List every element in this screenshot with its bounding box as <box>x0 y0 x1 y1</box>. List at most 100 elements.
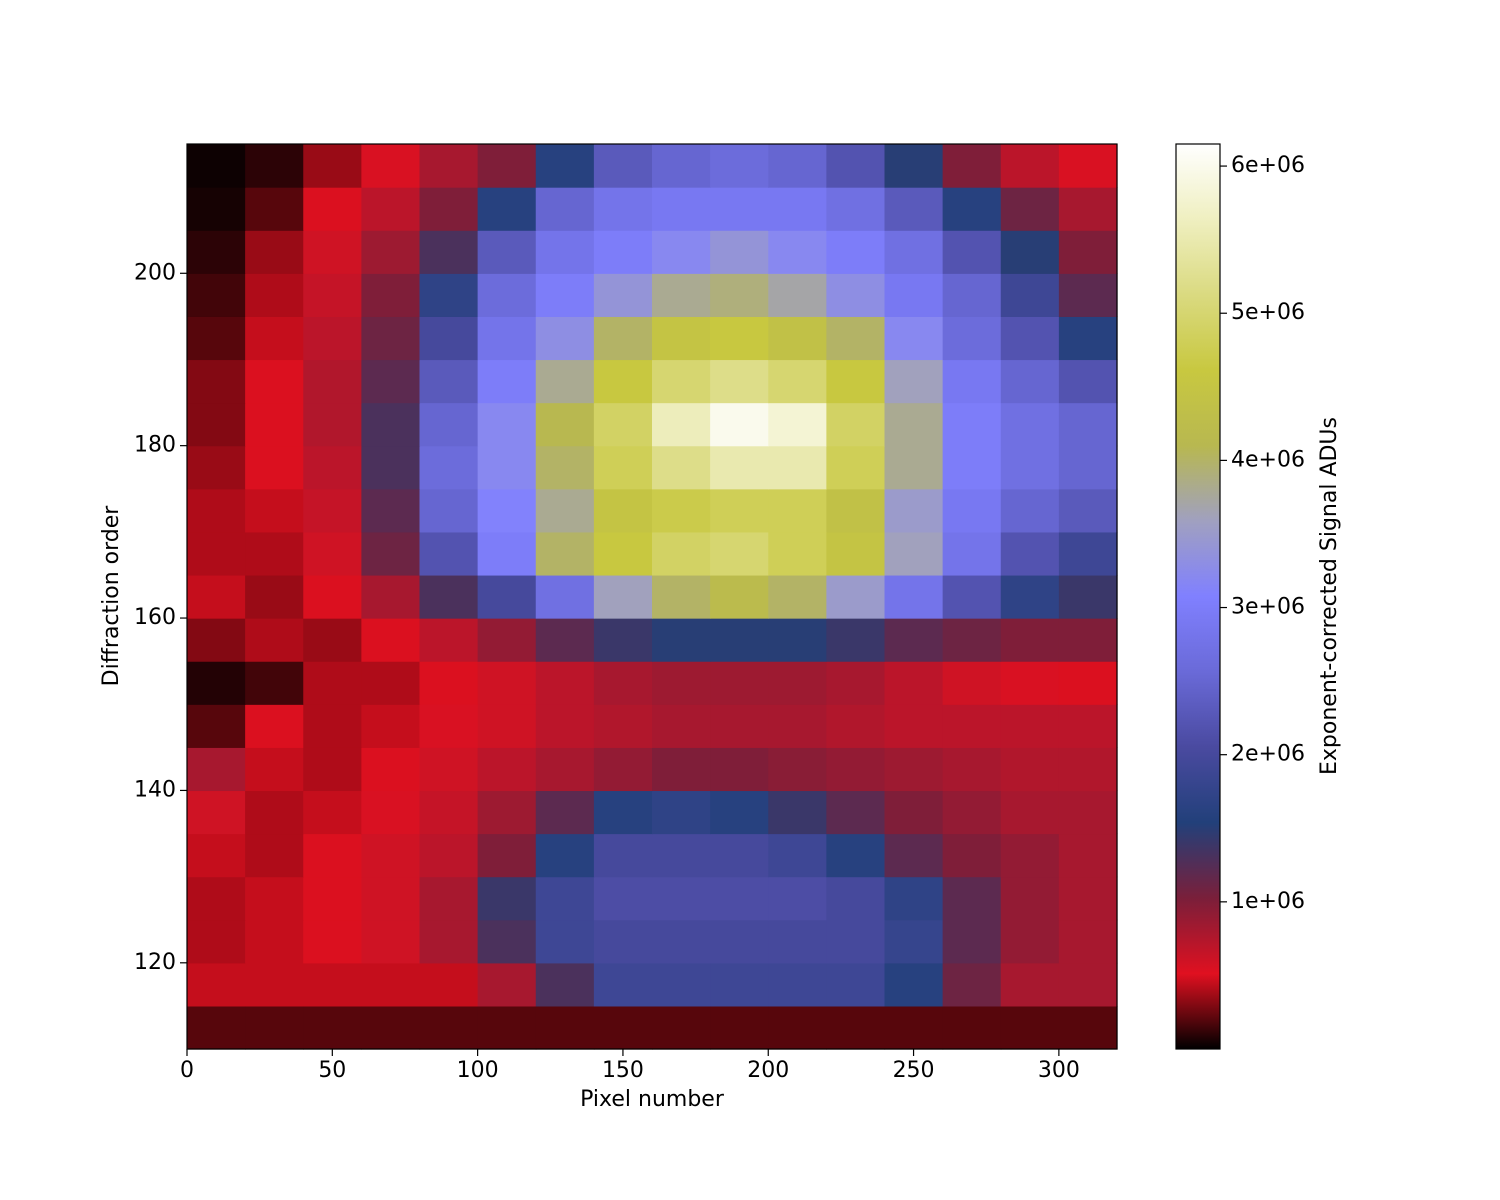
heatmap-cell <box>884 962 944 1007</box>
heatmap-cell <box>652 273 711 317</box>
heatmap-cell <box>884 402 944 447</box>
heatmap-cell <box>884 919 944 964</box>
heatmap-cell <box>710 962 769 1007</box>
heatmap-cell <box>1058 445 1118 490</box>
heatmap-cell <box>1000 876 1060 921</box>
heatmap-cell <box>652 747 711 792</box>
heatmap-cell <box>245 747 304 792</box>
heatmap-cell <box>768 531 827 576</box>
y-tick-label: 140 <box>134 777 176 802</box>
heatmap-cell <box>593 790 653 835</box>
heatmap-cell <box>710 402 769 447</box>
heatmap-cell <box>1000 574 1060 619</box>
heatmap-cell <box>942 1005 1002 1050</box>
heatmap-cell <box>593 618 653 662</box>
heatmap-cell <box>245 359 304 404</box>
heatmap-cell <box>535 1005 595 1050</box>
heatmap-cell <box>768 144 827 188</box>
heatmap-cell <box>245 187 304 231</box>
heatmap-cell <box>826 704 886 748</box>
heatmap-cell <box>187 488 246 533</box>
heatmap-cell <box>768 445 827 490</box>
x-tick-label: 150 <box>602 1058 644 1083</box>
heatmap-cell <box>303 402 362 447</box>
heatmap-cell <box>826 531 886 576</box>
heatmap-cell <box>419 747 479 792</box>
heatmap-cell <box>419 359 479 404</box>
heatmap-cell <box>419 531 479 576</box>
heatmap-cell <box>1000 704 1060 748</box>
heatmap-cell <box>593 1005 653 1050</box>
heatmap-cell <box>361 273 421 317</box>
plot-frame <box>186 143 1118 1050</box>
colorbar-tick-label: 1e+06 <box>1231 889 1305 914</box>
heatmap-cell <box>1058 488 1118 533</box>
heatmap-cell <box>768 790 827 835</box>
heatmap-cell <box>593 488 653 533</box>
heatmap-cell <box>826 402 886 447</box>
heatmap-cell <box>826 962 886 1007</box>
heatmap-cell <box>361 1005 421 1050</box>
heatmap-cell <box>652 531 711 576</box>
heatmap-cell <box>187 747 246 792</box>
heatmap-cell <box>361 316 421 361</box>
heatmap-cell <box>768 230 827 274</box>
heatmap-cell <box>942 531 1002 576</box>
heatmap-cell <box>1058 316 1118 361</box>
heatmap-cell <box>1058 531 1118 576</box>
y-tick-label: 120 <box>134 950 176 975</box>
colorbar-tick-label: 3e+06 <box>1231 595 1305 620</box>
heatmap-cell <box>652 618 711 662</box>
heatmap-cell <box>942 230 1002 274</box>
heatmap-cell <box>477 273 537 317</box>
heatmap-cell <box>593 531 653 576</box>
heatmap-cell <box>652 488 711 533</box>
heatmap-cell <box>419 790 479 835</box>
heatmap-cell <box>826 488 886 533</box>
heatmap-cell <box>710 747 769 792</box>
heatmap-cell <box>303 833 362 878</box>
x-tick-label: 300 <box>1038 1058 1080 1083</box>
heatmap-cell <box>884 747 944 792</box>
heatmap-cell <box>826 445 886 490</box>
heatmap-cell <box>419 1005 479 1050</box>
heatmap-cell <box>1058 919 1118 964</box>
heatmap-cell <box>245 402 304 447</box>
heatmap-cell <box>303 316 362 361</box>
heatmap-cell <box>245 273 304 317</box>
heatmap-cell <box>1000 316 1060 361</box>
heatmap-cell <box>245 833 304 878</box>
heatmap-cell <box>826 230 886 274</box>
heatmap-cell <box>884 359 944 404</box>
heatmap-cell <box>419 661 479 705</box>
heatmap-cell <box>826 273 886 317</box>
heatmap-cell <box>1000 230 1060 274</box>
heatmap-cell <box>1058 230 1118 274</box>
heatmap-cell <box>535 747 595 792</box>
heatmap-cell <box>942 359 1002 404</box>
heatmap-cell <box>884 661 944 705</box>
colorbar-tick-label: 6e+06 <box>1231 153 1305 178</box>
heatmap-cell <box>245 618 304 662</box>
heatmap-cell <box>942 833 1002 878</box>
heatmap-cell <box>1000 488 1060 533</box>
heatmap-cell <box>710 876 769 921</box>
heatmap-cell <box>187 661 246 705</box>
heatmap-cell <box>1000 833 1060 878</box>
x-tick-label: 200 <box>747 1058 789 1083</box>
heatmap-cell <box>477 144 537 188</box>
heatmap-cell <box>593 661 653 705</box>
heatmap-cell <box>768 273 827 317</box>
heatmap-cell <box>535 833 595 878</box>
heatmap-cell <box>942 187 1002 231</box>
heatmap-cell <box>187 316 246 361</box>
heatmap-cell <box>826 833 886 878</box>
heatmap-cell <box>303 661 362 705</box>
heatmap-cell <box>303 531 362 576</box>
heatmap-cell <box>826 790 886 835</box>
heatmap-cell <box>1058 402 1118 447</box>
heatmap-cell <box>477 1005 537 1050</box>
heatmap-cell <box>826 187 886 231</box>
heatmap-cell <box>884 876 944 921</box>
heatmap-cell <box>942 445 1002 490</box>
